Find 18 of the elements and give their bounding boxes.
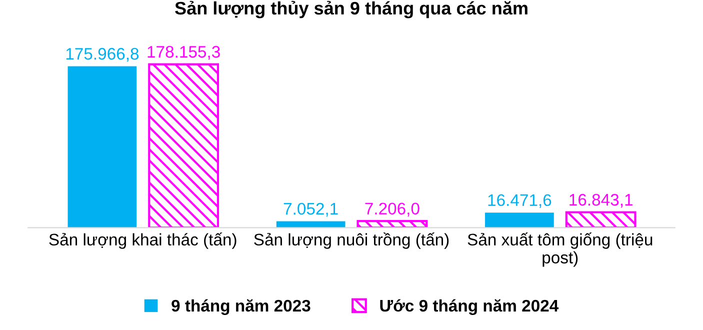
bar: [565, 211, 636, 228]
data-label: 7.206,0: [365, 202, 420, 216]
x-tick-label: Sản lượng khai thác (tấn): [49, 232, 236, 249]
legend-label: Ước 9 tháng năm 2024: [380, 299, 559, 315]
data-label: 16.471,6: [488, 194, 552, 208]
bar: [356, 220, 428, 228]
bar: [485, 212, 554, 228]
bar: [276, 221, 346, 228]
x-tick-label: Sản lượng nuôi trồng (tấn): [254, 232, 449, 249]
data-label: 7.052,1: [284, 202, 338, 217]
data-label: 175.966,8: [66, 48, 139, 62]
bar: [68, 66, 137, 228]
bar: [148, 63, 220, 228]
legend-label: 9 tháng năm 2023: [172, 299, 310, 315]
data-label: 16.843,1: [570, 194, 632, 208]
x-tick-label: Sản xuất tôm giống (triệu post): [468, 232, 652, 267]
data-label: 178.155,3: [148, 46, 220, 60]
chart-title: Sản lượng thủy sản 9 tháng qua các năm: [175, 0, 528, 18]
